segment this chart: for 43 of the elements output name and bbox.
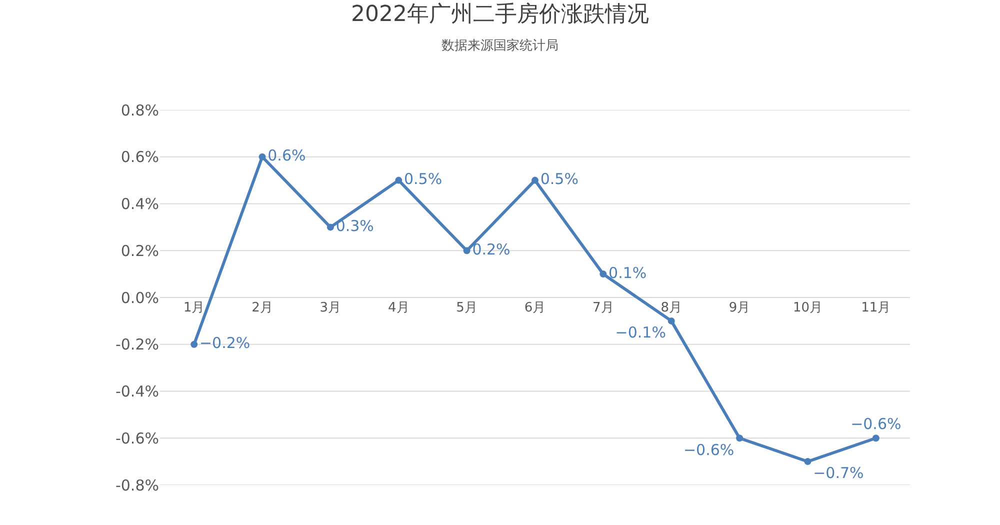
x-tick-label: 7月 <box>592 300 614 316</box>
point <box>736 434 744 442</box>
point <box>190 340 198 348</box>
point <box>804 458 812 466</box>
x-tick-label: 2月 <box>252 300 273 316</box>
point <box>395 176 402 184</box>
y-tick-label: 0.8% <box>120 101 159 120</box>
data-label: 0.5% <box>540 170 578 188</box>
data-label: 0.5% <box>404 170 442 188</box>
x-tick-label: 6月 <box>524 300 546 316</box>
point <box>258 153 266 160</box>
data-label: 0.2% <box>472 240 510 258</box>
x-tick-label: 1月 <box>183 300 205 316</box>
data-label: −0.7% <box>813 464 864 482</box>
x-tick-label: 9月 <box>728 300 750 316</box>
chart-title: 2022年广州二手房价涨跌情况 <box>351 2 649 27</box>
point <box>463 247 470 254</box>
y-tick-label: -0.4% <box>115 382 159 400</box>
y-tick-label: -0.2% <box>115 336 159 354</box>
y-tick-label: 0.4% <box>120 195 159 213</box>
data-label: −0.1% <box>615 324 666 342</box>
data-label: −0.6% <box>850 415 902 434</box>
data-label: 0.1% <box>608 264 647 282</box>
x-tick-label: 3月 <box>320 300 342 316</box>
x-tick-label: 5月 <box>456 300 478 316</box>
point <box>532 176 538 184</box>
x-tick-label: 8月 <box>660 300 682 316</box>
y-tick-label: 0.2% <box>120 242 159 260</box>
y-tick-label: -0.8% <box>115 476 159 494</box>
y-tick-label: 0.0% <box>120 288 159 307</box>
point <box>872 434 880 442</box>
point <box>326 224 334 231</box>
data-label: −0.6% <box>683 440 734 459</box>
point <box>668 317 675 324</box>
x-tick-label: 10月 <box>792 300 823 316</box>
y-tick-label: 0.6% <box>120 148 159 166</box>
x-tick-label: 4月 <box>388 300 410 316</box>
y-tick-label: -0.6% <box>115 429 159 448</box>
data-label: −0.2% <box>199 334 250 352</box>
data-label: 0.6% <box>268 146 306 165</box>
point <box>600 270 607 278</box>
x-tick-label: 11月 <box>861 300 891 316</box>
chart-subtitle: 数据来源国家统计局 <box>442 38 558 54</box>
